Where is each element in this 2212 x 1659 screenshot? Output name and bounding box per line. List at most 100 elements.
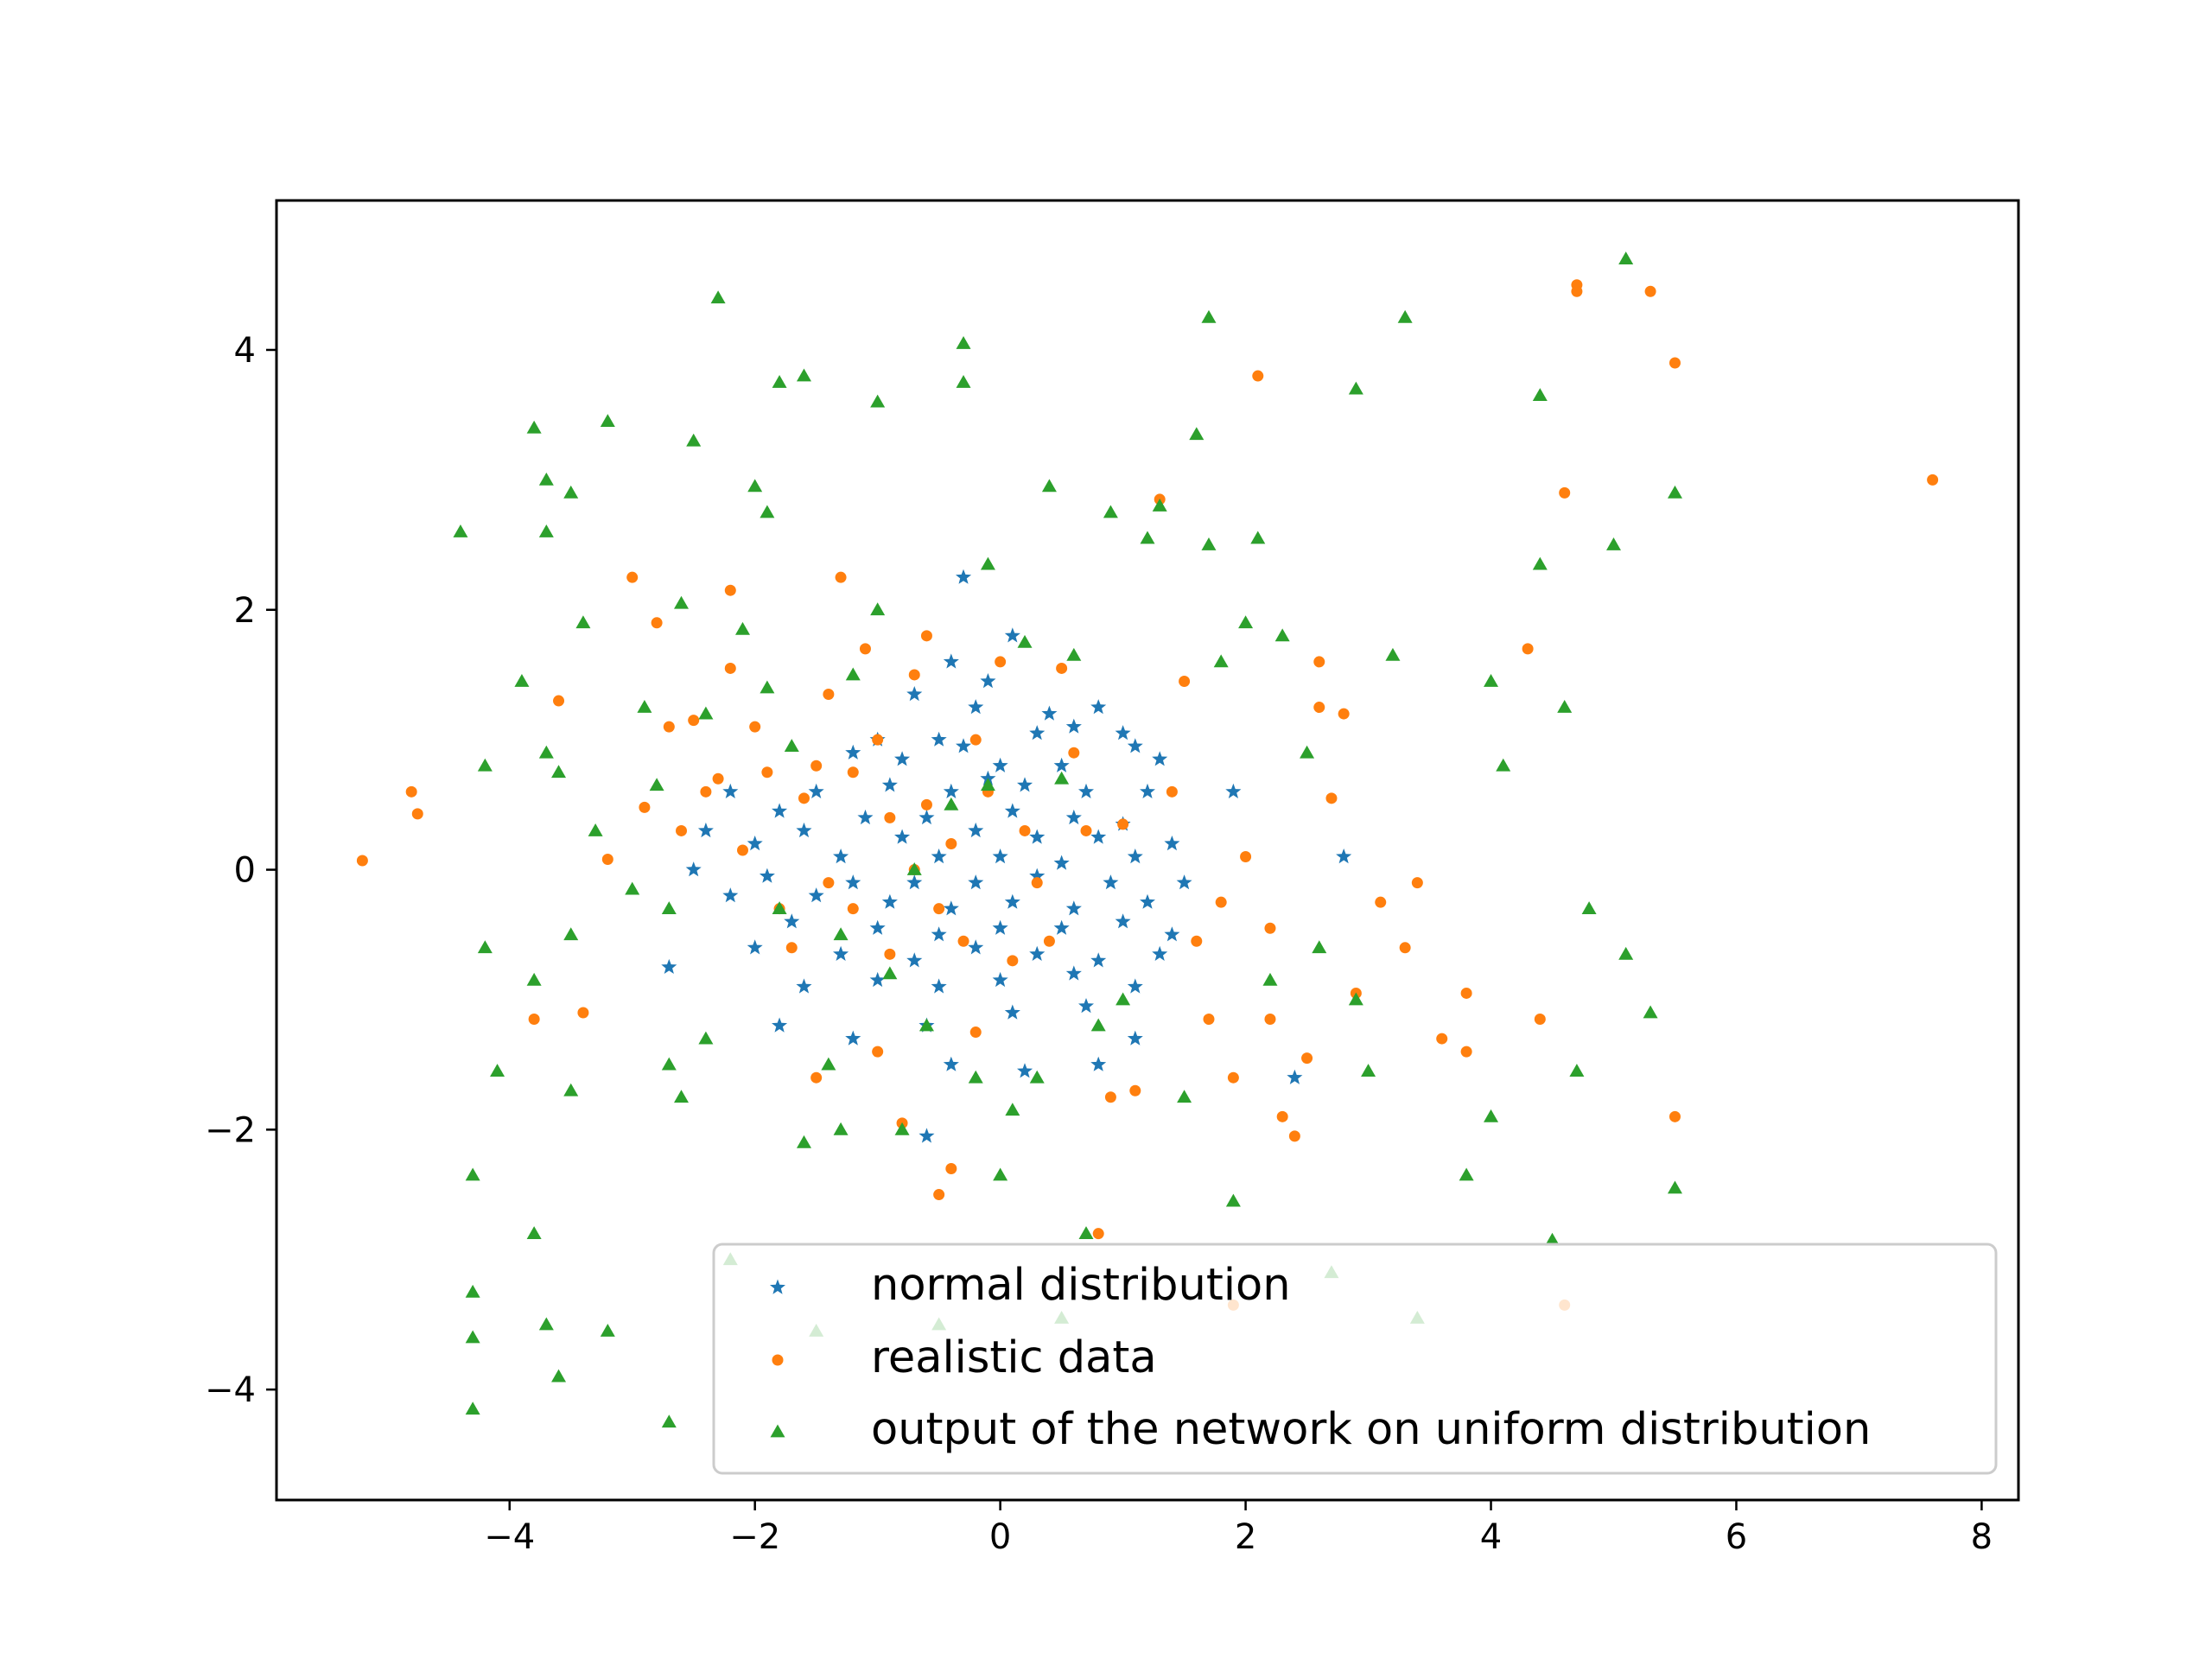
normal-distribution-point [685,861,702,877]
normal-distribution-point [722,783,739,798]
realistic-data-point [1399,942,1411,954]
realistic-data-point [1191,935,1203,947]
realistic-data-point [835,571,847,583]
normal-distribution-point [931,978,947,994]
realistic-data-point [884,948,896,960]
realistic-data-point [724,584,736,596]
legend-box [712,1243,1998,1475]
network-output-point [882,966,898,980]
network-output-point [1116,992,1131,1006]
realistic-data-point [405,785,417,798]
normal-distribution-point [980,673,996,689]
normal-distribution-point [918,1128,935,1143]
network-output-point [772,375,787,388]
normal-distribution-point [1029,829,1046,844]
network-output-point [1605,537,1621,550]
realistic-data-point [785,942,798,954]
network-output-point [734,621,750,635]
y-tick-label: 0 [234,851,256,891]
legend-markers [770,1279,785,1438]
realistic-data-point [1276,1110,1288,1122]
network-output-point [980,556,995,570]
network-output-point [1300,745,1315,759]
network-output-point [956,375,971,388]
network-output-point [1618,946,1634,960]
normal-distribution-point [931,731,947,747]
normal-distribution-point [992,971,1008,988]
network-output-point [551,1369,567,1382]
normal-distribution-point [894,829,911,844]
realistic-data-point [1019,824,1031,836]
realistic-data-point [969,1027,982,1039]
realistic-data-point [1669,357,1681,369]
normal-distribution-point [772,803,788,818]
normal-distribution-point [1090,699,1107,715]
normal-distribution-point [1127,738,1143,753]
network-output-point [538,1317,554,1331]
network-output-point [600,414,615,428]
normal-distribution-point [808,783,824,798]
realistic-data-point [411,808,423,820]
realistic-data-point [1313,656,1325,668]
x-tick-label: 6 [1726,1517,1747,1557]
normal-distribution-point [918,809,935,825]
network-output-point [845,667,861,681]
normal-distribution-point [956,738,972,753]
realistic-data-point [1043,935,1055,947]
normal-distribution-point [906,686,923,702]
network-output-point [1005,1103,1020,1116]
normal-distribution-point [943,900,959,916]
network-output-point [1250,531,1266,544]
realistic-data-point [528,1014,540,1026]
realistic-data-point [1534,1014,1546,1026]
normal-distribution-point [943,1056,959,1071]
legend: normal distribution realistic data outpu… [712,1243,1998,1475]
normal-distribution-point [722,887,739,903]
normal-distribution-point [845,874,861,890]
realistic-data-point [1104,1091,1116,1103]
realistic-data-point [1411,877,1423,889]
network-output-point [538,524,554,537]
realistic-data-point [1460,1046,1472,1058]
realistic-data-point [1644,285,1656,297]
realistic-data-point [712,772,724,785]
realistic-data-point [639,801,651,813]
network-output-point [1238,615,1254,629]
x-tick-label: 4 [1480,1517,1502,1557]
normal-distribution-point [1004,803,1020,818]
normal-distribution-point [881,893,898,909]
normal-distribution-point [1176,874,1192,890]
realistic-data-point [1325,792,1338,804]
normal-distribution-point [869,971,886,988]
normal-distribution-point [796,978,812,994]
legend-marker-realistic [772,1354,784,1366]
realistic-data-point [1559,486,1571,499]
network-output-point [1078,1226,1094,1240]
normal-distribution-point [1164,926,1180,942]
realistic-data-point [651,617,663,629]
network-output-point [1348,381,1363,395]
network-output-point [993,1167,1008,1181]
network-output-point [1545,1232,1560,1246]
realistic-data-point [884,811,896,823]
network-output-point [1201,309,1217,323]
normal-distribution-point [772,1017,788,1033]
normal-distribution-point [1115,725,1131,741]
realistic-data-point [995,656,1007,668]
realistic-data-point [1117,818,1129,830]
realistic-data-point [1252,370,1264,382]
y-tick-label: −4 [205,1370,256,1410]
legend-marker-normal [770,1279,785,1294]
normal-distribution-point [845,1030,861,1046]
realistic-data-point [1179,675,1191,687]
normal-distribution-point [956,569,972,584]
network-output-point [661,1057,677,1071]
x-tick-label: 2 [1235,1517,1256,1557]
realistic-data-point [1927,474,1939,486]
realistic-data-point [1240,851,1252,863]
network-output-point [1532,556,1548,570]
network-output-point [1312,940,1327,954]
normal-distribution-point [1065,965,1082,981]
realistic-data-point [1264,1014,1276,1026]
realistic-data-point [1129,1084,1141,1096]
